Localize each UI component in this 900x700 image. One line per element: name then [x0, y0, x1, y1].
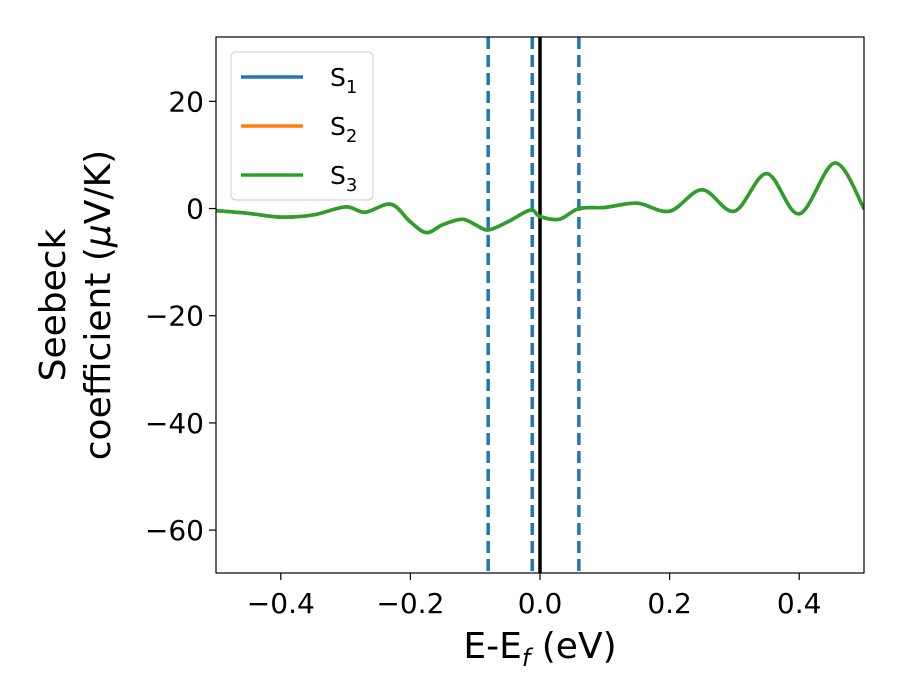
y-axis-label-line2: coefficient (μV/K) [78, 150, 119, 460]
y-tick-label: 0 [186, 193, 204, 226]
y-tick-label: 20 [168, 85, 204, 118]
y-axis-label: Seebeck coefficient (μV/K) [33, 150, 119, 460]
x-tick-label: −0.4 [247, 587, 315, 620]
x-tick-label: 0.0 [518, 587, 563, 620]
y-tick-label: −60 [145, 514, 204, 547]
x-tick-label: 0.4 [777, 587, 822, 620]
y-axis-ticks: 20 0 −20 −40 −60 [145, 85, 216, 547]
y-tick-label: −20 [145, 300, 204, 333]
vertical-marker-lines [486, 37, 581, 573]
series-lines [216, 161, 864, 235]
y-axis-label-line1: Seebeck [33, 228, 74, 381]
legend-label-2: S2 [330, 112, 357, 147]
x-tick-label: 0.2 [647, 587, 692, 620]
y-tick-label: −40 [145, 407, 204, 440]
x-axis-label: E-Ef (eV) [463, 626, 616, 672]
legend: S1 S2 S3 [230, 51, 374, 201]
legend-label-1: S1 [330, 63, 357, 98]
series-line-3 [216, 161, 864, 235]
x-tick-label: −0.2 [376, 587, 444, 620]
x-axis-ticks: −0.4 −0.2 0.0 0.2 0.4 [247, 573, 822, 620]
legend-label-3: S3 [330, 161, 357, 196]
